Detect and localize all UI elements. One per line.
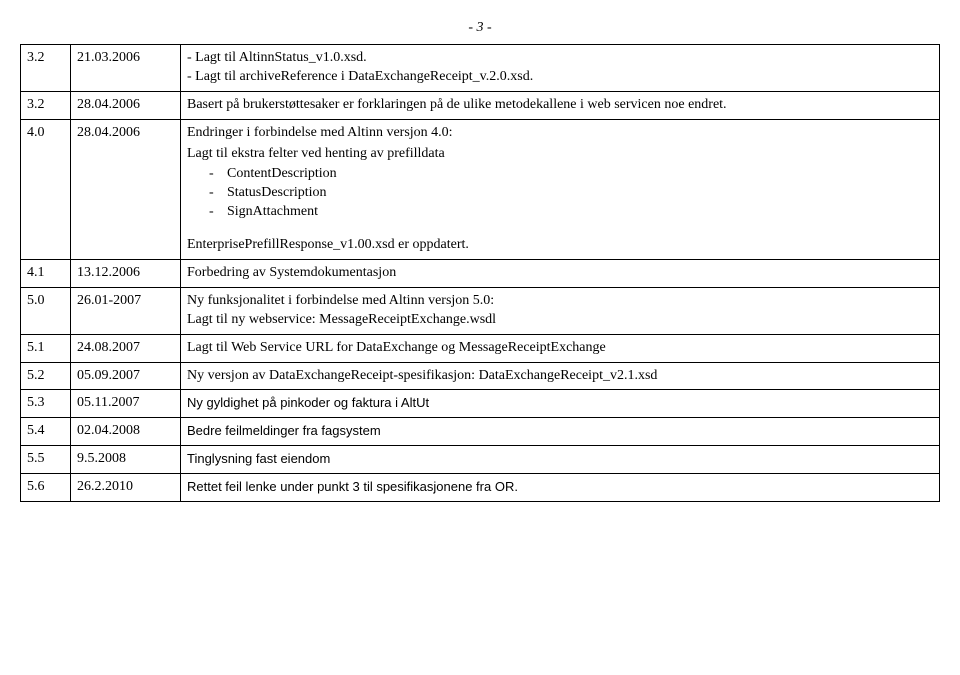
table-row: 4.113.12.2006Forbedring av Systemdokumen… [21,260,940,288]
description-cell: - Lagt til AltinnStatus_v1.0.xsd.- Lagt … [181,45,940,92]
version-cell: 5.3 [21,390,71,418]
table-row: 5.205.09.2007Ny versjon av DataExchangeR… [21,362,940,390]
version-cell: 4.1 [21,260,71,288]
revision-table: 3.221.03.2006- Lagt til AltinnStatus_v1.… [20,44,940,502]
description-cell: Basert på brukerstøttesaker er forklarin… [181,91,940,119]
table-row: 3.221.03.2006- Lagt til AltinnStatus_v1.… [21,45,940,92]
table-row: 5.124.08.2007Lagt til Web Service URL fo… [21,334,940,362]
description-cell: Rettet feil lenke under punkt 3 til spes… [181,474,940,502]
version-cell: 3.2 [21,91,71,119]
version-cell: 3.2 [21,45,71,92]
version-cell: 4.0 [21,119,71,259]
date-cell: 26.2.2010 [71,474,181,502]
description-cell: Ny funksjonalitet i forbindelse med Alti… [181,287,940,334]
table-row: 5.626.2.2010Rettet feil lenke under punk… [21,474,940,502]
page-number: - 3 - [20,20,940,36]
table-row: 4.028.04.2006Endringer i forbindelse med… [21,119,940,259]
description-cell: Endringer i forbindelse med Altinn versj… [181,119,940,259]
version-cell: 5.0 [21,287,71,334]
description-cell: Tinglysning fast eiendom [181,446,940,474]
date-cell: 02.04.2008 [71,418,181,446]
table-row: 3.228.04.2006Basert på brukerstøttesaker… [21,91,940,119]
date-cell: 24.08.2007 [71,334,181,362]
description-cell: Ny gyldighet på pinkoder og faktura i Al… [181,390,940,418]
description-cell: Ny versjon av DataExchangeReceipt-spesif… [181,362,940,390]
date-cell: 05.09.2007 [71,362,181,390]
table-row: 5.59.5.2008Tinglysning fast eiendom [21,446,940,474]
table-row: 5.026.01-2007Ny funksjonalitet i forbind… [21,287,940,334]
date-cell: 26.01-2007 [71,287,181,334]
date-cell: 13.12.2006 [71,260,181,288]
description-cell: Lagt til Web Service URL for DataExchang… [181,334,940,362]
version-cell: 5.1 [21,334,71,362]
date-cell: 05.11.2007 [71,390,181,418]
table-row: 5.402.04.2008Bedre feilmeldinger fra fag… [21,418,940,446]
description-cell: Bedre feilmeldinger fra fagsystem [181,418,940,446]
date-cell: 21.03.2006 [71,45,181,92]
version-cell: 5.2 [21,362,71,390]
date-cell: 28.04.2006 [71,119,181,259]
version-cell: 5.5 [21,446,71,474]
version-cell: 5.4 [21,418,71,446]
date-cell: 28.04.2006 [71,91,181,119]
version-cell: 5.6 [21,474,71,502]
description-cell: Forbedring av Systemdokumentasjon [181,260,940,288]
table-row: 5.305.11.2007Ny gyldighet på pinkoder og… [21,390,940,418]
date-cell: 9.5.2008 [71,446,181,474]
